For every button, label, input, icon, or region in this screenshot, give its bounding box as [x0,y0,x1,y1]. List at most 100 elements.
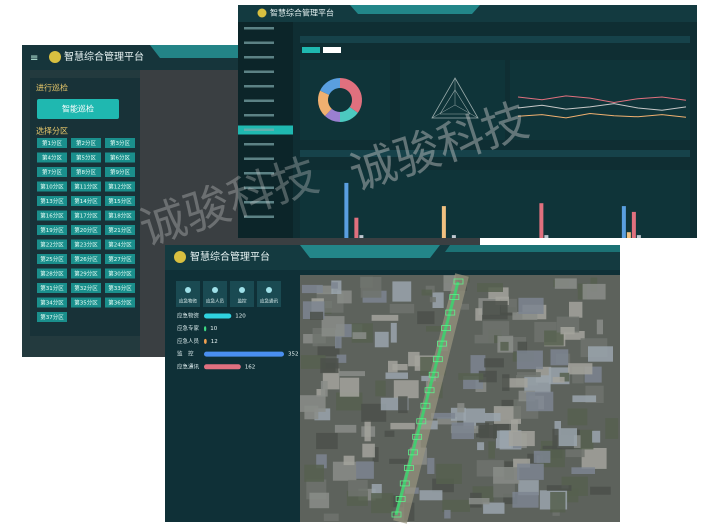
zone-button[interactable] [37,181,67,192]
zone-button[interactable] [105,181,135,192]
zone-button[interactable] [37,297,67,308]
building [508,431,535,447]
query-button[interactable] [302,47,320,53]
building [389,303,415,314]
tool-button[interactable] [257,281,281,307]
zone-button[interactable] [71,254,101,264]
zone-button[interactable] [71,210,101,221]
zone-button-label: 第1分区 [42,139,62,147]
reset-button[interactable] [323,47,341,53]
building [501,399,518,408]
menu-item[interactable] [244,27,274,30]
building [384,430,395,437]
zone-button[interactable] [37,167,67,177]
menu-item[interactable] [244,157,274,161]
zone-button[interactable] [71,239,101,250]
zone-button[interactable] [71,167,101,177]
menu-item[interactable] [244,172,274,175]
menu-item[interactable] [244,128,274,132]
zone-button[interactable] [37,210,67,221]
zone-button-label: 第15分区 [108,197,132,205]
tool-button[interactable] [203,281,227,307]
building [431,412,456,419]
menu-item[interactable] [244,70,274,74]
header-stripe [300,245,440,258]
menu-item[interactable] [244,201,274,204]
menu-item[interactable] [244,143,274,146]
stat-bar [204,313,232,319]
zone-button[interactable] [71,181,101,192]
zone-button[interactable] [71,297,101,308]
building [375,380,386,397]
zone-button-label: 第5分区 [76,154,96,162]
zone-button[interactable] [37,268,67,279]
zone-button[interactable] [37,283,67,293]
menu-item[interactable] [244,114,274,117]
zone-button[interactable] [37,254,67,264]
patrol-button-label: 智能巡检 [62,104,94,114]
zone-button[interactable] [37,239,67,250]
building [332,461,357,481]
building [392,364,408,371]
tool-button[interactable] [230,281,254,307]
zone-button[interactable] [37,312,67,322]
zone-button[interactable] [71,225,101,235]
building [592,430,601,443]
patrol-button[interactable] [37,99,119,119]
zone-button-label: 第27分区 [108,255,132,263]
zone-button[interactable] [37,138,67,148]
route-marker [395,496,406,502]
zone-button-label: 第12分区 [108,183,132,191]
zone-button[interactable] [71,268,101,279]
zone-button[interactable] [105,239,135,250]
header-stripe [445,245,620,252]
line-series [517,95,687,104]
zone-button[interactable] [105,283,135,293]
zone-button[interactable] [105,254,135,264]
building [444,509,451,519]
zone-button-label: 第22分区 [40,241,64,249]
zone-button[interactable] [71,138,101,148]
building [477,283,503,292]
zone-button[interactable] [37,225,67,235]
zone-button[interactable] [71,196,101,206]
zone-button[interactable] [105,138,135,148]
building [581,448,607,469]
stat-value: 352 [288,352,299,358]
menu-item[interactable] [244,99,274,103]
tool-button[interactable] [176,281,200,307]
zone-button[interactable] [71,283,101,293]
zone-button-label: 第18分区 [108,212,132,220]
menu-item[interactable] [244,186,274,190]
menu-icon[interactable]: ≡ [30,53,38,64]
zone-button-label: 第26分区 [74,255,98,263]
menu-item[interactable] [244,56,274,59]
zone-button[interactable] [71,152,101,163]
zone-button[interactable] [105,196,135,206]
building [479,425,497,439]
building [352,332,367,339]
zone-button[interactable] [37,196,67,206]
zone-button[interactable] [105,297,135,308]
route-marker [412,433,423,440]
building [451,422,474,440]
zone-button[interactable] [105,268,135,279]
building [364,420,371,442]
zone-button-label: 第34分区 [40,299,64,307]
building [488,287,509,299]
zone-button[interactable] [105,167,135,177]
zone-button[interactable] [37,152,67,163]
card [400,60,505,140]
zone-button[interactable] [105,210,135,221]
menu-item[interactable] [244,85,274,88]
menu-item[interactable] [244,41,274,45]
building [338,371,365,377]
zone-button[interactable] [105,225,135,235]
stat-value: 162 [245,364,256,370]
building [304,464,324,482]
zone-button[interactable] [105,152,135,163]
menu-item[interactable] [244,215,274,219]
building [554,421,561,436]
building [320,381,328,397]
bar [441,206,446,238]
